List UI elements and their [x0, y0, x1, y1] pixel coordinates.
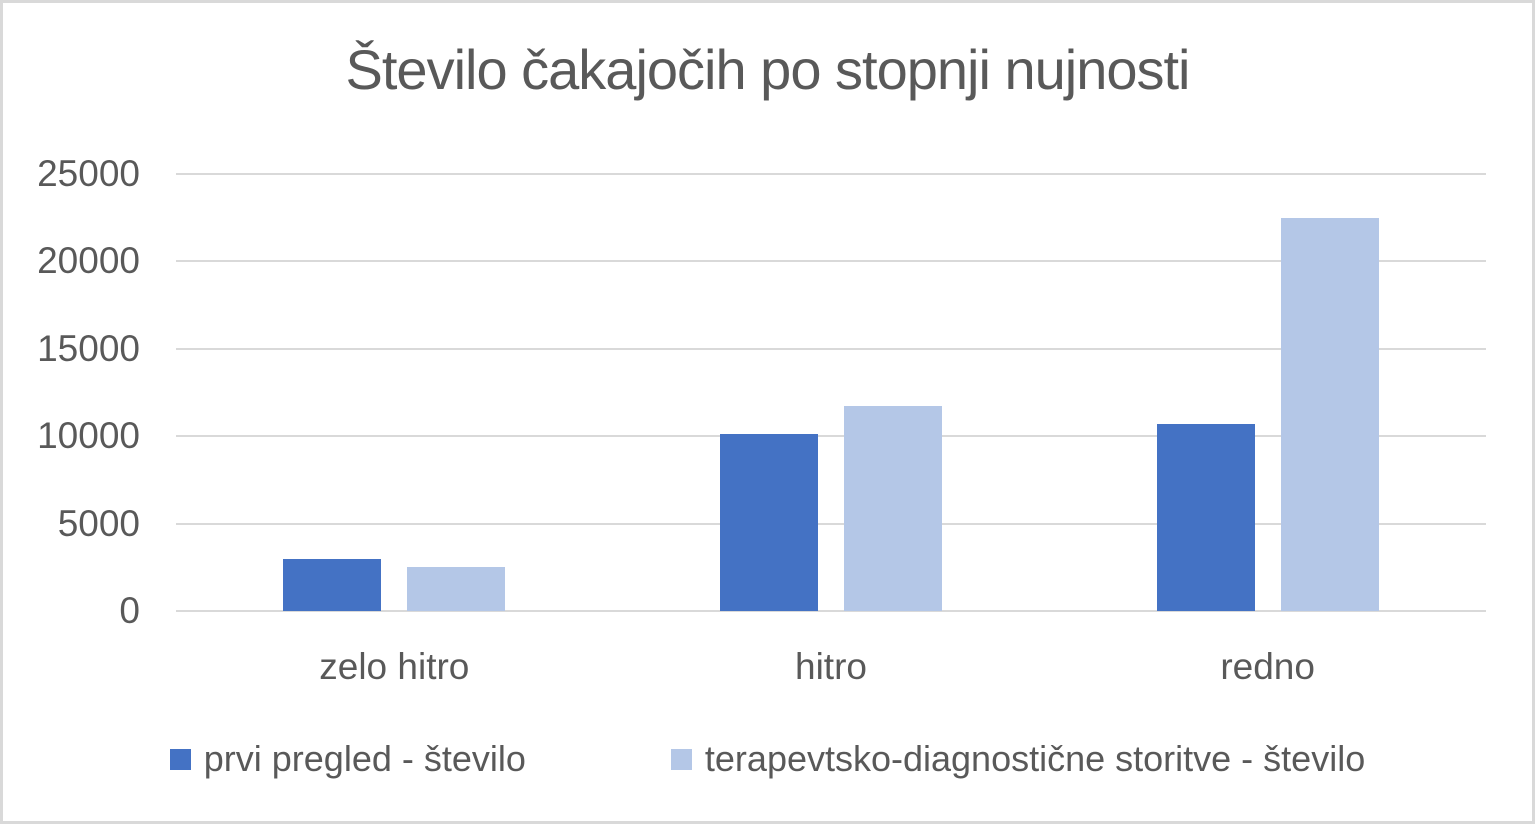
bar [844, 406, 942, 611]
chart-title: Število čakajočih po stopnji nujnosti [345, 38, 1191, 101]
legend-swatch-icon [670, 748, 692, 770]
y-axis-tick-label: 10000 [37, 415, 140, 457]
legend-item: prvi pregled - število [169, 738, 526, 779]
gridline [176, 347, 1486, 350]
gridline [176, 610, 1486, 612]
legend-swatch-icon [169, 748, 191, 770]
y-axis-tick-label: 20000 [37, 240, 140, 282]
legend-item: terapevtsko-diagnostične storitve - štev… [670, 738, 1366, 779]
gridline [176, 522, 1486, 525]
bar [407, 567, 506, 611]
legend: prvi pregled - število terapevtsko-diagno… [3, 739, 1532, 779]
bar [720, 434, 818, 611]
bar [283, 558, 382, 611]
x-axis-category-label: redno [1220, 646, 1315, 687]
gridline [176, 173, 1486, 175]
y-axis-tick-label: 5000 [57, 502, 140, 544]
bar [1156, 423, 1255, 611]
legend-label: terapevtsko-diagnostične storitve - štev… [704, 738, 1366, 779]
y-axis-tick-label: 0 [119, 590, 140, 631]
y-axis-tick-label: 15000 [37, 327, 140, 369]
x-axis-category-label: hitro [795, 646, 867, 687]
gridline [176, 260, 1486, 263]
bar [1280, 217, 1379, 611]
x-axis-category-label: zelo hitro [319, 646, 470, 687]
legend-label: prvi pregled - število [203, 738, 526, 779]
y-axis-tick-label: 25000 [37, 153, 140, 194]
gridline [176, 435, 1486, 438]
